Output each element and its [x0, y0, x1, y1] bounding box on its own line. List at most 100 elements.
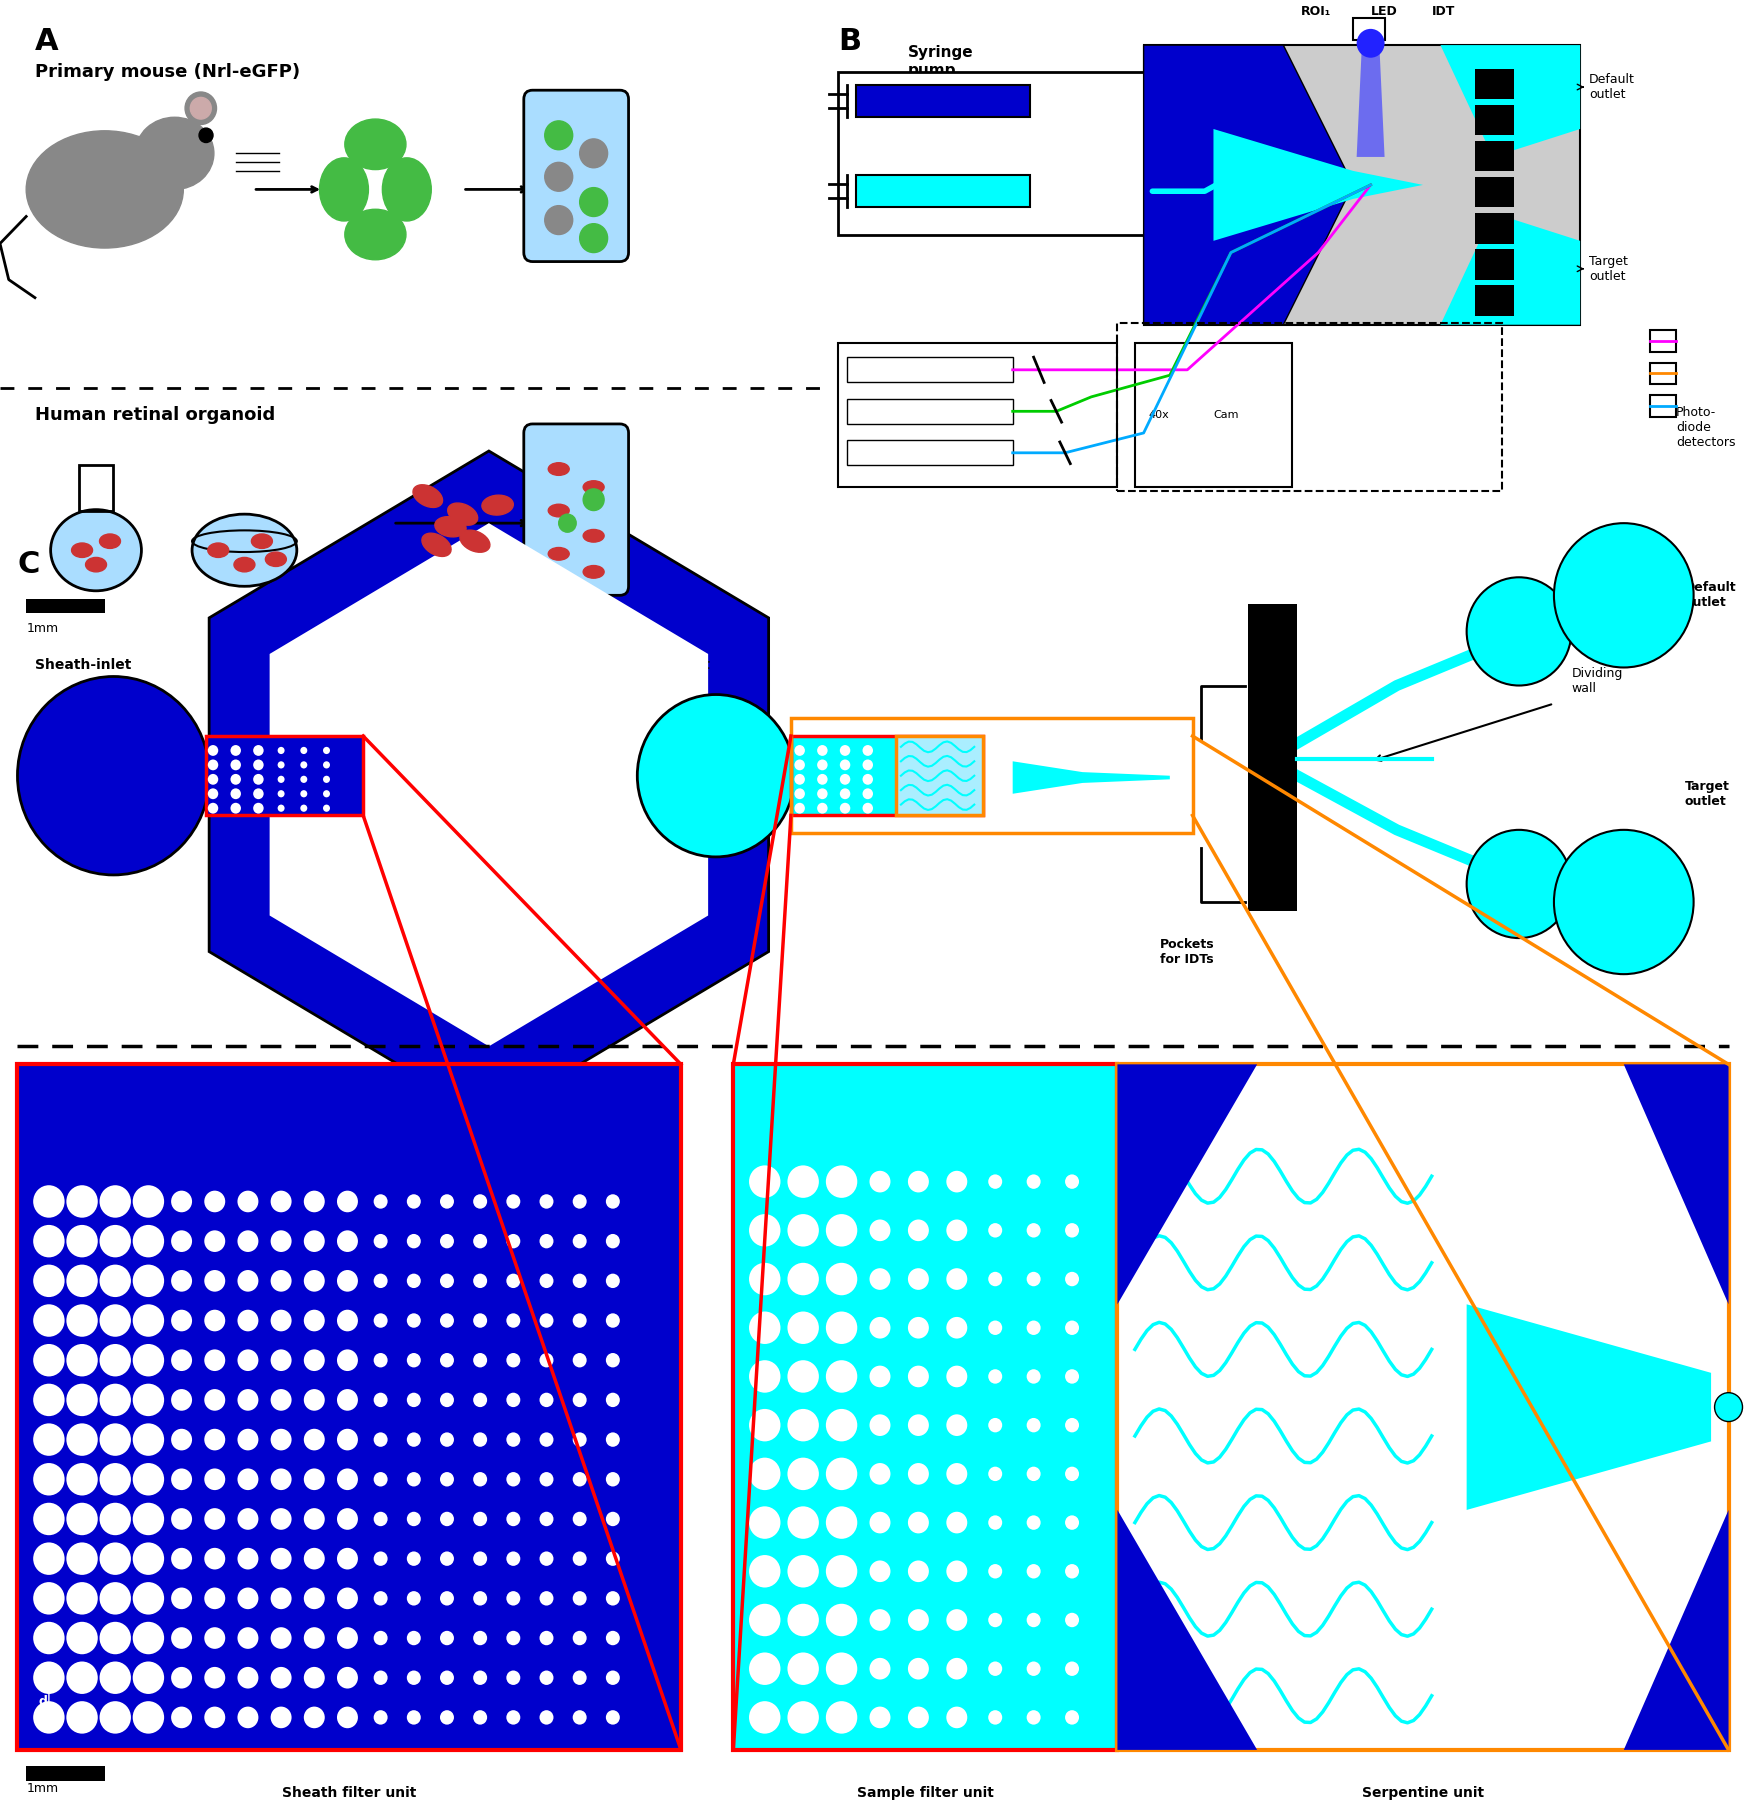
Circle shape — [506, 1551, 520, 1566]
Circle shape — [606, 1710, 620, 1725]
Bar — [838, 343, 1117, 487]
Circle shape — [304, 1429, 325, 1450]
Circle shape — [908, 1171, 929, 1192]
Circle shape — [826, 1409, 857, 1441]
Bar — [17, 1064, 681, 1750]
Bar — [1475, 69, 1514, 90]
Circle shape — [908, 1512, 929, 1533]
Circle shape — [66, 1185, 98, 1218]
Bar — [206, 736, 363, 815]
Circle shape — [171, 1230, 192, 1252]
Ellipse shape — [583, 565, 604, 577]
Circle shape — [606, 1671, 620, 1685]
Circle shape — [473, 1671, 487, 1685]
Text: IDT: IDT — [1432, 5, 1454, 18]
Circle shape — [230, 759, 241, 770]
Circle shape — [573, 1353, 587, 1367]
Bar — [79, 465, 113, 511]
Circle shape — [171, 1349, 192, 1371]
Text: 40x: 40x — [1149, 410, 1170, 420]
Circle shape — [540, 1393, 553, 1407]
Circle shape — [506, 1512, 520, 1526]
Circle shape — [826, 1458, 857, 1490]
Circle shape — [826, 1604, 857, 1636]
Bar — [1475, 213, 1514, 235]
Ellipse shape — [435, 516, 466, 538]
Circle shape — [840, 759, 850, 770]
Circle shape — [100, 1225, 131, 1257]
Polygon shape — [1440, 213, 1580, 325]
Circle shape — [100, 1304, 131, 1337]
Circle shape — [606, 1472, 620, 1486]
Circle shape — [133, 1423, 164, 1456]
Circle shape — [300, 805, 307, 812]
Circle shape — [237, 1389, 258, 1411]
Circle shape — [199, 128, 213, 143]
Circle shape — [506, 1393, 520, 1407]
Circle shape — [407, 1512, 421, 1526]
Ellipse shape — [447, 503, 478, 525]
Circle shape — [440, 1472, 454, 1486]
Circle shape — [66, 1384, 98, 1416]
Circle shape — [506, 1313, 520, 1328]
Circle shape — [506, 1274, 520, 1288]
Text: Sample filter unit: Sample filter unit — [857, 1786, 993, 1800]
Circle shape — [606, 1631, 620, 1645]
Circle shape — [171, 1588, 192, 1609]
Circle shape — [66, 1503, 98, 1535]
Circle shape — [33, 1384, 65, 1416]
Circle shape — [1027, 1515, 1041, 1530]
Circle shape — [66, 1582, 98, 1615]
FancyBboxPatch shape — [524, 424, 629, 595]
Circle shape — [337, 1191, 358, 1212]
Circle shape — [171, 1389, 192, 1411]
Bar — [1475, 285, 1514, 307]
Circle shape — [33, 1503, 65, 1535]
Circle shape — [278, 790, 285, 797]
Circle shape — [237, 1548, 258, 1569]
Text: Serpentine unit: Serpentine unit — [1362, 1786, 1484, 1800]
Circle shape — [1027, 1661, 1041, 1676]
Circle shape — [133, 1503, 164, 1535]
Circle shape — [545, 206, 573, 235]
Circle shape — [826, 1165, 857, 1198]
Circle shape — [407, 1313, 421, 1328]
Circle shape — [133, 1542, 164, 1575]
Circle shape — [33, 1701, 65, 1734]
Circle shape — [473, 1591, 487, 1606]
Circle shape — [66, 1344, 98, 1376]
Circle shape — [946, 1512, 967, 1533]
Circle shape — [374, 1194, 388, 1209]
Circle shape — [100, 1661, 131, 1694]
Polygon shape — [1357, 45, 1385, 157]
Circle shape — [606, 1313, 620, 1328]
Ellipse shape — [234, 557, 255, 572]
Bar — [1475, 105, 1514, 126]
Circle shape — [1554, 523, 1694, 667]
Circle shape — [908, 1707, 929, 1728]
Text: Sheath filter unit: Sheath filter unit — [283, 1786, 416, 1800]
Circle shape — [1065, 1223, 1079, 1238]
Ellipse shape — [459, 530, 491, 552]
Circle shape — [863, 788, 873, 799]
Polygon shape — [1144, 45, 1353, 325]
Bar — [1475, 294, 1514, 316]
Circle shape — [988, 1272, 1002, 1286]
Circle shape — [171, 1310, 192, 1331]
Ellipse shape — [208, 543, 229, 557]
Circle shape — [337, 1588, 358, 1609]
Circle shape — [271, 1667, 292, 1689]
Circle shape — [1027, 1564, 1041, 1578]
Circle shape — [374, 1432, 388, 1447]
Bar — [847, 440, 1013, 465]
Circle shape — [606, 1194, 620, 1209]
Circle shape — [749, 1506, 780, 1539]
Circle shape — [133, 1582, 164, 1615]
Circle shape — [304, 1588, 325, 1609]
Circle shape — [237, 1707, 258, 1728]
Circle shape — [794, 788, 805, 799]
Circle shape — [946, 1414, 967, 1436]
Circle shape — [237, 1588, 258, 1609]
Circle shape — [540, 1234, 553, 1248]
Circle shape — [787, 1555, 819, 1588]
